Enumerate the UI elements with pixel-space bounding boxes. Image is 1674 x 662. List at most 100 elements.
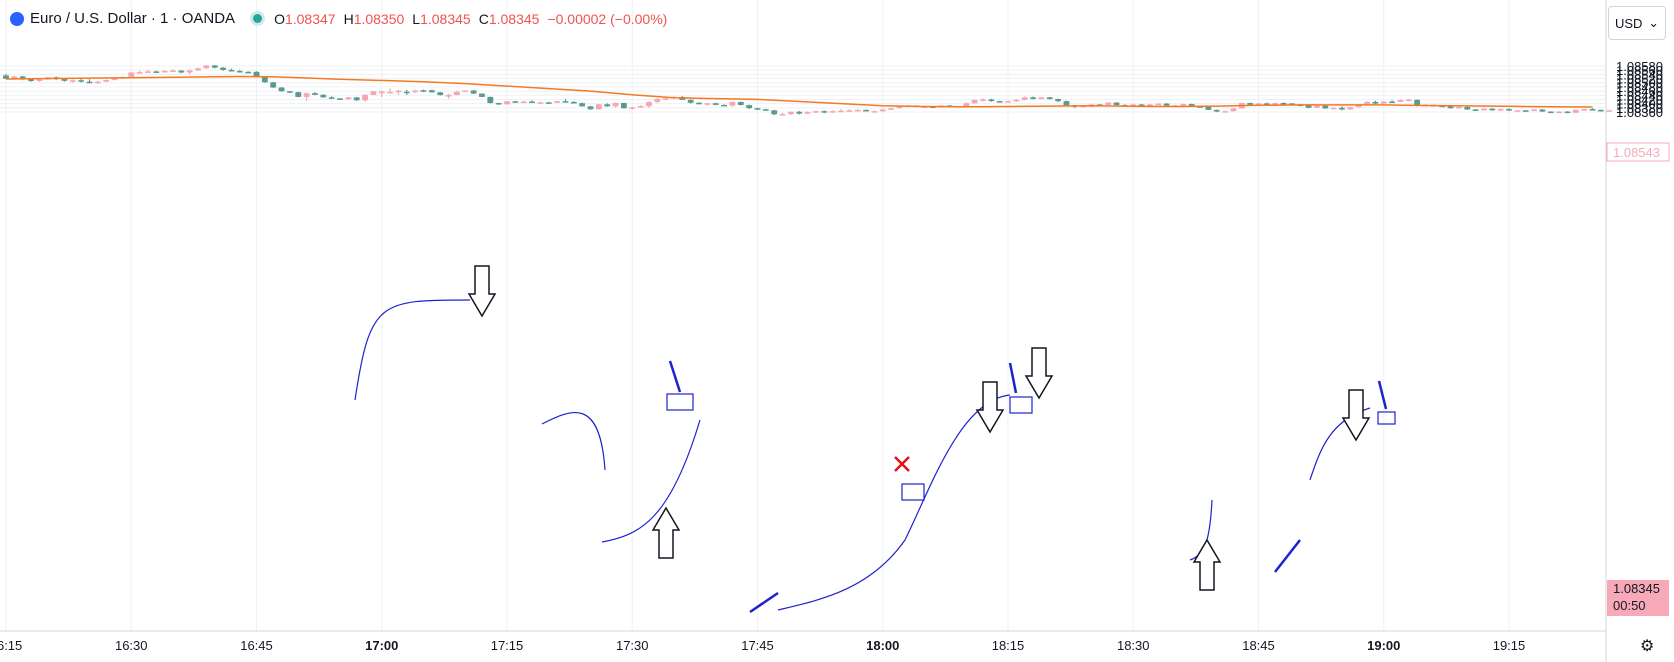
time-axis[interactable]: 16:15 16:30 16:45 17:00 17:15 17:30 17:45 18:00… (0, 638, 1525, 653)
symbol-title[interactable]: Euro / U.S. Dollar · 1 · OANDA (30, 10, 236, 27)
candle-body (270, 82, 277, 88)
candle-body (762, 109, 769, 111)
candle (287, 90, 293, 93)
candle-body (220, 67, 226, 70)
candle-body (1263, 103, 1270, 105)
candle (779, 113, 786, 116)
candle-body (1456, 106, 1462, 109)
candle-body (420, 90, 427, 92)
candle (495, 102, 502, 105)
candle (345, 96, 352, 101)
candle (195, 67, 201, 72)
candle-body (996, 101, 1003, 103)
candle (646, 101, 652, 108)
price-axis[interactable]: 1.085801.085601.085401.085201.085001.084… (1616, 59, 1663, 120)
candle (829, 110, 836, 113)
candle-body (1030, 97, 1036, 100)
user-drawings[interactable] (354, 265, 1396, 614)
candle (295, 91, 302, 98)
candle (1581, 108, 1588, 111)
candle-body (1539, 109, 1546, 112)
candle (211, 64, 218, 69)
candle (362, 94, 368, 102)
last-price-label: 1.08345 00:50 (1607, 580, 1669, 616)
candle (178, 70, 185, 74)
candle (863, 109, 869, 112)
candle (86, 79, 93, 84)
candle-body (687, 99, 694, 103)
candle (754, 107, 761, 110)
candle-body (712, 103, 719, 105)
candle (103, 79, 110, 83)
candle-body (103, 80, 110, 82)
ohlc-low: L1.08345 (412, 10, 471, 27)
candle-body (370, 91, 377, 95)
last-price-value: 1.08345 (1613, 581, 1660, 596)
highlight-box (666, 393, 694, 411)
candle-body (362, 94, 368, 101)
candle (804, 111, 811, 115)
candle (621, 102, 627, 109)
candle (278, 87, 285, 92)
candle-body (788, 111, 794, 115)
candle-body (662, 98, 669, 100)
candle-body (621, 102, 627, 109)
candle-body (1522, 110, 1529, 112)
candle-body (654, 99, 661, 102)
candle-body (487, 96, 494, 103)
candle-body (520, 101, 527, 104)
marker-price-label: 1.08543 (1606, 142, 1670, 162)
candle-body (295, 92, 302, 97)
candle (529, 100, 535, 104)
gear-icon[interactable]: ⚙ (1640, 638, 1655, 655)
candle-body (754, 108, 761, 110)
candle-body (1255, 103, 1262, 105)
candle (245, 71, 252, 74)
candle-body (253, 71, 260, 77)
candle-body (462, 90, 469, 92)
candle (1506, 108, 1512, 111)
cross-icon (894, 456, 910, 472)
candle-body (128, 72, 135, 77)
candle (1547, 111, 1554, 114)
candle (729, 101, 736, 107)
candle (69, 79, 76, 83)
candle (762, 108, 769, 111)
candle (1046, 96, 1053, 100)
candle-body (821, 111, 828, 113)
candle (1314, 105, 1320, 109)
candle-body (629, 107, 636, 109)
candle (1447, 106, 1454, 109)
candle-body (1013, 99, 1020, 102)
candle-body (1105, 102, 1112, 105)
symbol-logo-icon[interactable] (10, 11, 24, 26)
candle (1514, 109, 1521, 112)
candle-body (1005, 101, 1011, 103)
candle (1113, 102, 1120, 106)
candle (479, 93, 485, 98)
candle-body (1289, 103, 1295, 105)
candle-body (829, 111, 836, 113)
candle-body (403, 91, 410, 94)
candle (136, 70, 143, 74)
price-tick-label: 1.08520 (1616, 72, 1663, 87)
trend-mark (1274, 539, 1301, 573)
candle (1464, 106, 1471, 110)
candle-body (595, 104, 602, 110)
highlight-box (1377, 411, 1396, 425)
candle (1330, 107, 1337, 110)
time-tick-label: 17:30 (616, 638, 649, 653)
arrow-up-icon (1192, 538, 1222, 591)
market-status-icon[interactable] (253, 14, 263, 23)
candle-body (145, 71, 151, 73)
candle (637, 105, 644, 108)
candle-body (1213, 109, 1220, 112)
currency-selector[interactable]: USD ⌄ (1608, 6, 1666, 40)
price-tick-label: 1.08440 (1616, 88, 1663, 103)
candle (712, 102, 719, 106)
candle (1155, 103, 1162, 106)
candle-body (28, 79, 34, 82)
candle-body (1046, 97, 1053, 100)
candle-body (696, 102, 702, 105)
